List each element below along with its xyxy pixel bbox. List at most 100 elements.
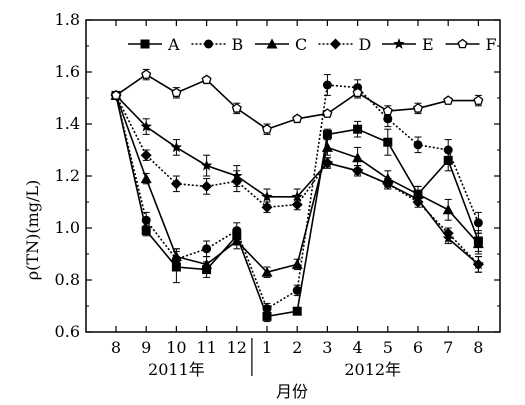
- marker-pentagon: [473, 95, 484, 105]
- marker-star: [321, 157, 334, 168]
- marker-pentagon: [382, 105, 393, 116]
- marker-pentagon: [412, 103, 424, 113]
- y-tick-label: 1.4: [55, 114, 80, 133]
- series-F: [110, 68, 484, 135]
- year-label: 2012年: [344, 360, 401, 379]
- x-tick-label: 5: [383, 338, 393, 357]
- marker-star: [393, 38, 405, 49]
- legend-label: C: [295, 35, 307, 54]
- marker-star: [200, 159, 213, 171]
- marker-star: [140, 120, 152, 132]
- marker-pentagon: [110, 90, 122, 100]
- x-tick-label: 12: [227, 338, 247, 357]
- marker-circle: [202, 244, 212, 254]
- marker-square: [383, 137, 393, 147]
- y-tick-label: 1.0: [55, 218, 80, 237]
- legend-item-A: A: [128, 35, 180, 54]
- marker-star: [231, 170, 243, 181]
- series-group: [110, 68, 485, 323]
- axes: 0.60.81.01.21.41.61.88 9 10 11 12 1 2 3 4 5 6 7 8201…: [55, 10, 500, 379]
- y-tick-label: 0.6: [55, 322, 80, 341]
- legend: A B C D E F: [128, 35, 497, 54]
- x-tick-label: 6: [413, 338, 423, 357]
- marker-square: [353, 124, 363, 134]
- x-tick-label: 8: [473, 338, 483, 357]
- plot-frame: [85, 19, 501, 333]
- y-tick-label: 1.2: [55, 166, 80, 185]
- marker-circle: [141, 215, 151, 225]
- marker-pentagon: [443, 95, 454, 105]
- marker-star: [351, 164, 364, 176]
- y-tick-label: 1.8: [55, 10, 80, 29]
- legend-item-F: F: [445, 35, 497, 54]
- marker-square: [262, 311, 272, 321]
- legend-label: D: [359, 35, 372, 54]
- x-tick-label: 11: [196, 338, 216, 357]
- marker-square: [140, 39, 150, 49]
- year-label: 2011年: [148, 360, 205, 379]
- marker-triangle: [201, 258, 213, 269]
- marker-circle: [413, 140, 423, 150]
- legend-item-B: B: [191, 35, 244, 54]
- marker-circle: [443, 145, 453, 155]
- x-tick-label: 7: [443, 338, 453, 357]
- marker-triangle: [266, 38, 278, 49]
- marker-square: [292, 306, 302, 316]
- y-tick-label: 1.6: [55, 62, 80, 81]
- marker-triangle: [231, 235, 243, 246]
- marker-star: [261, 190, 273, 202]
- x-tick-label: 8: [111, 338, 121, 357]
- marker-star: [412, 193, 424, 205]
- marker-triangle: [352, 152, 364, 163]
- x-tick-label: 2: [292, 338, 302, 357]
- marker-square: [141, 226, 151, 236]
- marker-triangle: [140, 173, 152, 184]
- marker-star: [170, 141, 183, 153]
- x-tick-label: 9: [141, 338, 151, 357]
- marker-square: [322, 129, 332, 139]
- x-tick-label: 10: [166, 338, 186, 357]
- marker-pentagon: [261, 123, 273, 134]
- marker-triangle: [321, 141, 333, 152]
- marker-pentagon: [171, 87, 182, 98]
- marker-triangle: [291, 258, 303, 269]
- x-axis-title: 月份: [276, 382, 308, 401]
- marker-circle: [204, 39, 213, 49]
- legend-label: E: [422, 35, 434, 54]
- marker-pentagon: [231, 103, 242, 113]
- plot-area: [85, 19, 501, 333]
- x-tick-label: 1: [262, 338, 272, 357]
- legend-item-D: D: [318, 35, 372, 54]
- marker-pentagon: [141, 69, 152, 79]
- marker-star: [442, 232, 454, 244]
- marker-star: [472, 258, 485, 270]
- marker-triangle: [261, 266, 273, 277]
- marker-circle: [292, 285, 302, 295]
- legend-label: A: [167, 35, 180, 54]
- marker-triangle: [170, 251, 182, 262]
- y-axis-title: ρ(TN)(mg/L): [23, 180, 42, 280]
- legend-label: B: [232, 35, 244, 54]
- marker-triangle: [472, 238, 484, 249]
- legend-label: F: [486, 35, 497, 54]
- marker-diamond: [140, 149, 152, 161]
- marker-circle: [262, 304, 272, 314]
- marker-circle: [473, 218, 483, 228]
- marker-diamond: [170, 178, 182, 190]
- marker-star: [382, 177, 394, 189]
- x-tick-label: 3: [322, 338, 332, 357]
- marker-pentagon: [457, 38, 468, 49]
- marker-diamond: [330, 38, 341, 50]
- marker-circle: [322, 80, 332, 90]
- legend-item-C: C: [255, 35, 307, 54]
- marker-pentagon: [322, 108, 333, 118]
- marker-diamond: [201, 180, 213, 192]
- legend-item-E: E: [382, 35, 434, 54]
- x-tick-label: 4: [353, 338, 363, 357]
- marker-star: [291, 190, 303, 202]
- y-tick-label: 0.8: [55, 270, 80, 289]
- marker-pentagon: [292, 113, 303, 124]
- marker-pentagon: [201, 74, 212, 85]
- marker-triangle: [442, 204, 454, 215]
